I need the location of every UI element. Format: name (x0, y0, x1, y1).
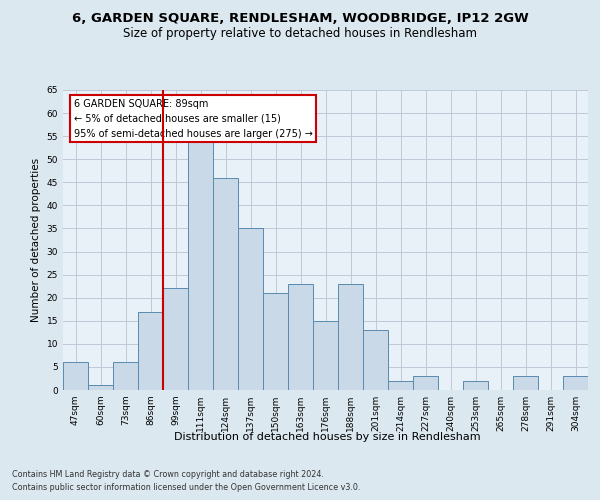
Bar (463, 381, 488, 390)
Y-axis label: Number of detached properties: Number of detached properties (31, 158, 41, 322)
Bar (388, 381, 413, 390)
Bar (513, 376, 538, 390)
Bar (88, 386, 113, 390)
Bar (263, 293, 288, 390)
Bar (113, 362, 138, 390)
Bar (563, 376, 588, 390)
Bar (138, 312, 163, 390)
Bar (288, 284, 313, 390)
Bar (213, 178, 238, 390)
Text: 6, GARDEN SQUARE, RENDLESHAM, WOODBRIDGE, IP12 2GW: 6, GARDEN SQUARE, RENDLESHAM, WOODBRIDGE… (71, 12, 529, 26)
Text: 6 GARDEN SQUARE: 89sqm
← 5% of detached houses are smaller (15)
95% of semi-deta: 6 GARDEN SQUARE: 89sqm ← 5% of detached … (74, 99, 313, 138)
Text: Distribution of detached houses by size in Rendlesham: Distribution of detached houses by size … (173, 432, 481, 442)
Bar (163, 288, 188, 390)
Bar (413, 376, 438, 390)
Bar (363, 330, 388, 390)
Bar (313, 321, 338, 390)
Text: Size of property relative to detached houses in Rendlesham: Size of property relative to detached ho… (123, 28, 477, 40)
Bar (338, 284, 363, 390)
Bar (63, 362, 88, 390)
Text: Contains public sector information licensed under the Open Government Licence v3: Contains public sector information licen… (12, 484, 361, 492)
Bar (238, 228, 263, 390)
Bar (188, 141, 213, 390)
Text: Contains HM Land Registry data © Crown copyright and database right 2024.: Contains HM Land Registry data © Crown c… (12, 470, 324, 479)
